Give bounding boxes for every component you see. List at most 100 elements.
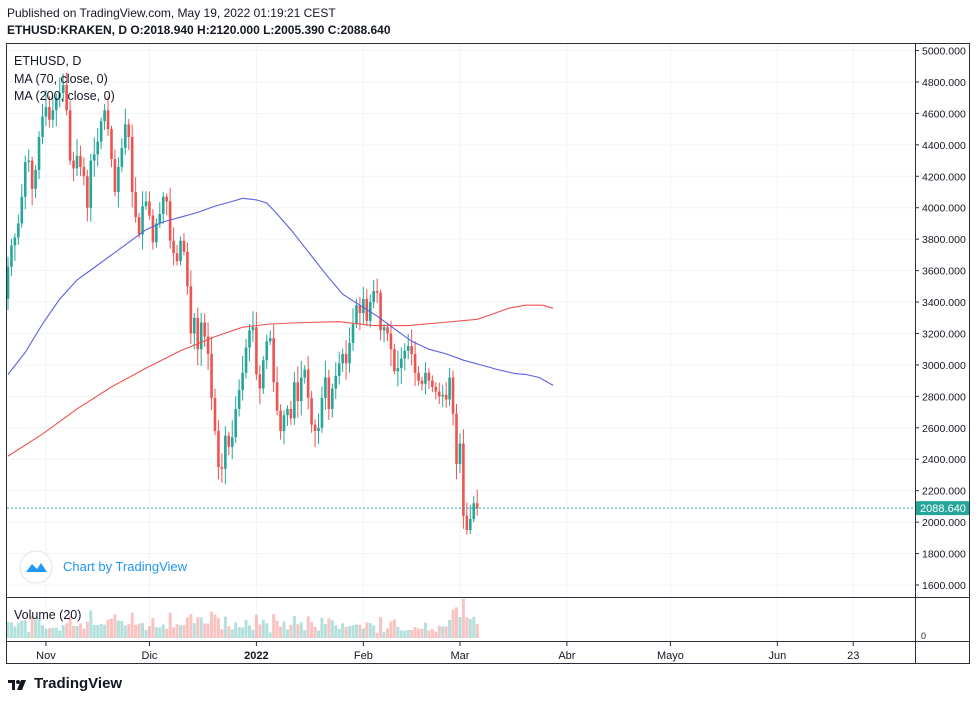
candle-body	[313, 424, 317, 431]
y-tick-label: 4800.000	[922, 77, 966, 89]
svg-text:2088.640: 2088.640	[920, 503, 966, 515]
candle-body	[324, 377, 327, 398]
volume-bar	[92, 624, 96, 638]
volume-bar	[306, 616, 310, 638]
volume-bar	[272, 614, 276, 638]
candle-body	[427, 372, 431, 381]
price-chart[interactable]: 5000.000 4800.000 4600.000 4400.000 4200.000…	[0, 0, 978, 670]
x-tick-label: Mar	[450, 650, 469, 662]
candle-body	[441, 394, 444, 397]
x-tick-label: Jun	[768, 650, 786, 662]
volume-bar	[234, 622, 238, 638]
candle-body	[99, 121, 103, 142]
candle-body	[61, 85, 65, 93]
candle-body	[462, 443, 465, 516]
y-tick-label: 5000.000	[922, 46, 966, 58]
volume-axis-zero: 0	[921, 631, 926, 641]
ma200-line	[7, 304, 554, 457]
y-tick-label: 2800.000	[922, 391, 966, 403]
candle-body	[17, 223, 20, 238]
volume-bar	[379, 616, 383, 638]
candle-body	[444, 394, 448, 400]
candle-body	[317, 427, 320, 431]
candle-body	[213, 397, 217, 431]
volume-bar	[16, 622, 20, 638]
candle-body	[403, 350, 407, 359]
volume-bar	[389, 621, 393, 638]
candle-body	[420, 380, 424, 384]
volume-bar	[37, 617, 41, 638]
footer-brand-text: TradingView	[34, 675, 123, 692]
chart-border	[6, 43, 970, 664]
volume-bar	[123, 625, 127, 638]
candle-body	[20, 196, 24, 224]
volume-bar	[165, 628, 169, 638]
candle-body	[30, 160, 34, 189]
volume-bar	[223, 616, 227, 638]
volume-bar	[365, 622, 369, 638]
volume-bar	[327, 618, 331, 638]
volume-bar	[292, 616, 296, 638]
candle-body	[34, 169, 37, 189]
candle-body	[55, 97, 58, 111]
candle-body	[334, 375, 338, 389]
volume-bar	[172, 627, 176, 638]
candle-body	[241, 372, 244, 391]
candle-body	[10, 245, 13, 267]
candle-body	[155, 223, 158, 243]
candle-body	[248, 330, 251, 348]
volume-bar	[30, 616, 34, 638]
volume-bar	[372, 625, 376, 638]
candles	[6, 72, 479, 535]
candle-body	[220, 467, 224, 469]
candle-body	[75, 155, 79, 169]
candle-body	[234, 408, 237, 438]
volume-bar	[317, 630, 320, 638]
volume-bar	[444, 626, 448, 638]
candle-body	[348, 342, 351, 364]
volume-bar	[354, 624, 358, 638]
volume-bar	[89, 610, 93, 638]
candle-body	[448, 377, 451, 400]
candle-body	[417, 372, 420, 381]
candle-body	[92, 154, 96, 161]
volume-bar	[420, 628, 424, 638]
tradingview-logo-icon	[8, 679, 26, 690]
volume-bar	[44, 628, 48, 638]
volume-bar	[313, 626, 317, 638]
volume-bar	[468, 618, 472, 638]
volume-bar	[368, 623, 372, 638]
volume-bar	[448, 619, 452, 638]
candle-body	[255, 327, 258, 375]
volume-bar	[472, 616, 476, 638]
candle-body	[382, 327, 386, 331]
volume-bar	[265, 623, 269, 638]
volume-bar	[106, 619, 110, 638]
candle-body	[161, 196, 165, 215]
candle-body	[262, 360, 265, 389]
tradingview-watermark[interactable]: Chart by TradingView	[19, 550, 188, 584]
volume-bar	[289, 624, 293, 638]
volume-bar	[248, 625, 251, 638]
volume-bar	[455, 607, 458, 638]
candle-body	[296, 382, 300, 402]
volume-bars	[6, 598, 479, 638]
volume-bar	[361, 628, 365, 638]
candle-body	[117, 166, 120, 192]
footer-brand[interactable]: TradingView	[8, 675, 122, 692]
volume-bar	[75, 626, 79, 638]
y-tick-label: 3200.000	[922, 328, 966, 340]
candle-body	[210, 353, 213, 398]
volume-bar	[130, 612, 134, 638]
candle-body	[79, 155, 82, 167]
candle-body	[23, 162, 27, 197]
volume-bar	[399, 630, 403, 638]
y-tick-label: 2400.000	[922, 454, 966, 466]
candle-body	[224, 435, 227, 469]
candle-body	[196, 317, 200, 350]
candle-body	[113, 158, 117, 192]
candle-body	[410, 346, 413, 354]
candle-body	[375, 291, 379, 293]
volume-bar	[216, 618, 220, 638]
volume-bar	[337, 628, 341, 638]
